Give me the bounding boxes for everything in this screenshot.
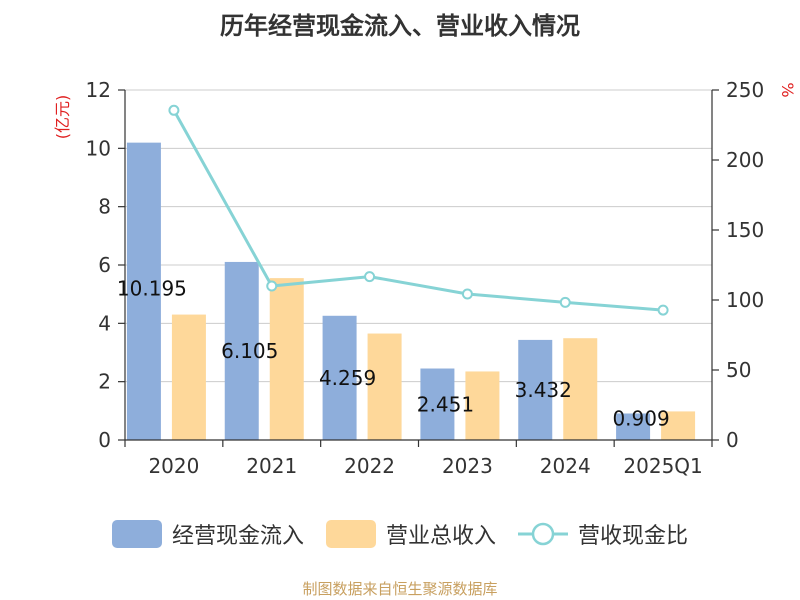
y-left-tick-label: 12 [86,78,111,102]
y-right-tick-label: 0 [726,428,739,452]
bar-revenue [661,411,696,440]
y-right-unit-label: % [778,82,797,97]
legend-line-marker-icon [518,522,568,546]
legend-swatch-cash-inflow [111,520,162,548]
x-tick-label: 2025Q1 [623,454,702,478]
chart-title: 历年经营现金流入、营业收入情况 [220,12,580,40]
y-left-tick-label: 4 [98,311,111,335]
ratio-point [657,304,669,316]
x-tick-label: 2024 [540,454,591,478]
ratio-point [168,104,180,116]
x-tick-label: 2021 [246,454,297,478]
data-label-cash-inflow: 0.909 [612,407,669,431]
data-label-cash-inflow: 2.451 [417,392,474,416]
ratio-point [266,280,278,292]
bar-cash-inflow [420,368,455,440]
legend-label-ratio: 营收现金比 [578,524,689,549]
bar-cash-inflow [126,142,161,441]
x-tick-label: 2020 [148,454,199,478]
y-left-tick-label: 10 [86,136,111,160]
ratio-line [168,104,669,316]
y-left-tick-label: 8 [98,195,111,219]
y-right-tick-label: 100 [726,288,764,312]
y-left-tick-label: 0 [98,428,111,452]
bar-revenue [563,338,598,440]
grid-lines [125,89,712,383]
bar-revenue [269,278,304,440]
bar-revenue [171,314,206,440]
data-label-cash-inflow: 10.195 [117,277,187,301]
bars [126,142,696,441]
x-tick-label: 2023 [442,454,493,478]
legend-swatch-revenue [325,520,376,548]
axes: 0 2 4 6 8 10 12 0 50 100 150 200 250 (亿元)% 2020 2021 202… [53,78,797,478]
legend-item-revenue[interactable]: 营业总收入 [325,518,496,550]
y-right-tick-label: 200 [726,148,764,172]
y-right-tick-label: 50 [726,358,751,382]
ratio-point [461,288,473,300]
legend: 经营现金流入 营业总收入 营收现金比 [0,516,800,552]
y-left-tick-label: 2 [98,370,111,394]
bar-revenue [465,371,500,440]
ratio-line-path [172,109,664,312]
bar-cash-inflow [322,315,357,440]
data-label-cash-inflow: 3.432 [515,378,572,402]
y-left-tick-label: 6 [98,253,111,277]
data-labels: 10.195 6.105 4.259 2.451 3.432 0.909 [117,277,670,431]
ratio-point [559,296,571,308]
y-left-unit-label: (亿元) [53,95,72,140]
y-right-tick-label: 150 [726,218,764,242]
bar-revenue [367,333,402,440]
legend-item-cash-inflow[interactable]: 经营现金流入 [111,518,304,550]
x-tick-label: 2022 [344,454,395,478]
data-label-cash-inflow: 4.259 [319,366,376,390]
legend-label-revenue: 营业总收入 [385,524,496,549]
bar-cash-inflow [518,339,553,440]
source-note: 制图数据来自恒生聚源数据库 [302,580,498,598]
y-right-tick-label: 250 [726,78,764,102]
bar-cash-inflow [616,413,651,440]
data-label-cash-inflow: 6.105 [221,339,278,363]
legend-label-cash-inflow: 经营现金流入 [171,524,304,549]
legend-item-ratio[interactable]: 营收现金比 [518,518,688,550]
ratio-point [364,271,376,283]
bar-cash-inflow [224,261,259,440]
